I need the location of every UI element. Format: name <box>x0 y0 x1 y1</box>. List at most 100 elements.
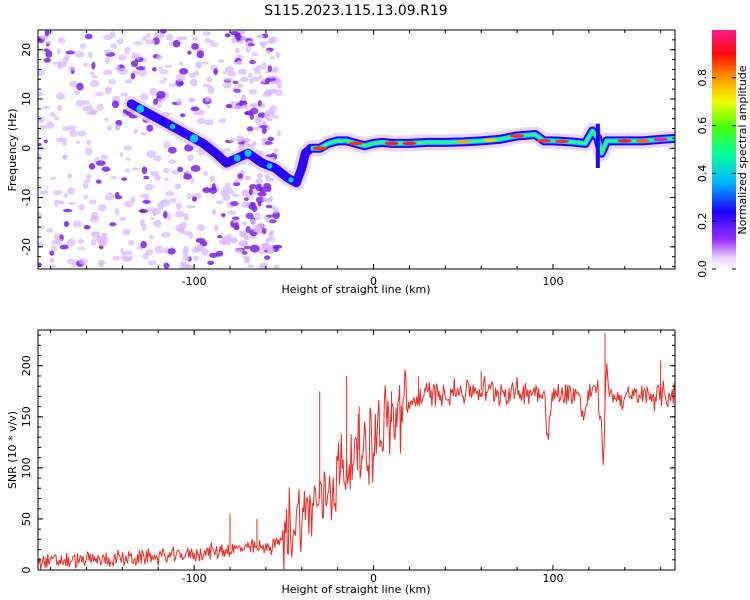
spectrogram-noise-blob <box>267 136 275 142</box>
spectrogram-noise-blob <box>67 173 73 179</box>
spectrogram-noise-blob <box>96 103 104 111</box>
spectrogram-noise-blob <box>114 191 120 199</box>
spectrogram-noise-blob <box>108 78 117 85</box>
ridge-blob <box>169 123 176 130</box>
spectrogram-noise-blob <box>231 216 240 220</box>
ridge-hotspot <box>554 139 569 144</box>
spectrogram-noise-blob <box>163 167 170 174</box>
spectrogram-noise-blob <box>266 40 274 44</box>
spectrogram-noise-blob <box>86 110 97 116</box>
colorbar-gradient <box>712 30 736 269</box>
spectrogram-noise-blob <box>57 104 63 112</box>
spectrogram-noise-blob <box>253 224 261 232</box>
spectrogram-noise-blob <box>188 97 196 103</box>
spectrogram-noise-blob <box>79 43 87 49</box>
spectrogram-noise-blob <box>124 168 131 173</box>
ridge-blob <box>136 104 145 113</box>
spectrogram-noise-blob <box>117 67 128 75</box>
spectrogram-noise-blob <box>161 232 171 238</box>
spectrogram-y-tick-label: -10 <box>20 189 33 207</box>
spectrogram-noise-blob <box>248 187 253 196</box>
ridge-blob <box>223 160 230 166</box>
spectrogram-noise-blob <box>145 32 152 38</box>
spectrogram-noise-blob <box>130 60 139 68</box>
spectrogram-noise-blob <box>251 76 260 82</box>
spectrogram-noise-blob <box>217 59 225 63</box>
spectrogram-noise-blob <box>255 196 265 204</box>
spectrogram-noise-blob <box>261 227 267 235</box>
spectrogram-noise-blob <box>101 166 111 172</box>
spectrogram-noise-blob <box>124 51 130 55</box>
spectrogram-noise-blob <box>234 178 239 183</box>
spectrogram-noise-blob <box>94 91 104 97</box>
spectrogram-noise-blob <box>177 166 184 172</box>
spectrogram-noise-blob <box>127 239 135 246</box>
ridge-hotspot <box>348 141 363 146</box>
spectrogram-noise-blob <box>119 216 127 221</box>
spectrogram-noise-blob <box>149 88 158 96</box>
spectrogram-noise-blob <box>204 119 214 126</box>
ridge-hotspot <box>312 146 327 151</box>
spectrogram-noise-blob <box>91 231 101 239</box>
spectrogram-noise-blob <box>196 50 204 59</box>
spectrogram-noise-blob <box>204 96 211 103</box>
spectrogram-noise-blob <box>117 38 124 45</box>
spectrogram-noise-blob <box>274 89 284 96</box>
spectrogram-noise-blob <box>75 140 81 145</box>
spectrogram-noise-blob <box>77 130 87 137</box>
spectrogram-noise-blob <box>167 248 176 255</box>
spectrogram-noise-blob <box>264 243 269 251</box>
spectrogram-noise-blob <box>67 187 75 195</box>
spectrogram-noise-blob <box>69 81 79 88</box>
spectrogram-noise-blob <box>90 211 99 220</box>
spectrogram-noise-blob <box>241 104 249 110</box>
spectrogram-noise-blob <box>97 259 106 266</box>
spectrogram-noise-blob <box>243 245 251 250</box>
spectrogram-noise-blob <box>65 50 75 55</box>
spectrogram-noise-blob <box>139 209 146 213</box>
spectrogram-noise-blob <box>209 42 219 48</box>
spectrogram-noise-blob <box>175 210 185 218</box>
spectrogram-noise-blob <box>43 48 50 52</box>
spectrogram-noise-blob <box>237 40 245 44</box>
ridge-blob <box>212 150 219 156</box>
spectrogram-noise-blob <box>50 264 56 269</box>
spectrogram-noise-blob <box>60 138 68 142</box>
spectrogram-noise-blob <box>183 173 192 180</box>
spectrogram-noise-blob <box>265 237 271 244</box>
spectrogram-noise-blob <box>272 211 280 220</box>
spectrogram-noise-blob <box>88 199 97 205</box>
spectrogram-noise-blob <box>227 210 237 216</box>
spectrogram-noise-blob <box>90 238 97 246</box>
spectrogram-noise-blob <box>246 264 256 268</box>
spectrogram-noise-blob <box>39 124 47 130</box>
spectrogram-noise-blob <box>175 73 186 82</box>
spectrogram-noise-blob <box>209 175 215 182</box>
spectrogram-noise-blob <box>156 54 163 61</box>
spectrogram-noise-blob <box>213 68 219 75</box>
spectrogram-noise-blob <box>238 68 247 75</box>
spectrogram-noise-blob <box>234 47 240 54</box>
spectrogram-noise-blob <box>247 72 253 78</box>
spectrogram-noise-blob <box>211 183 216 191</box>
spectrogram-noise-blob <box>109 31 116 39</box>
spectrogram-noise-blob <box>166 33 174 41</box>
spectrogram-noise-blob <box>63 220 70 227</box>
spectrogram-x-tick-label: 100 <box>542 275 563 288</box>
spectrogram-noise-blob <box>245 45 252 53</box>
spectrogram-noise-blob <box>76 82 84 91</box>
spectrogram-noise-blob <box>243 235 249 241</box>
spectrogram-noise-blob <box>56 48 61 55</box>
colorbar: 0.0 0.2 0.4 0.6 0.8 Normalized spectral ampl… <box>696 30 749 278</box>
spectrogram-noise-blob <box>176 98 183 106</box>
spectrogram-noise-blob <box>74 51 85 58</box>
spectrogram-noise-blob <box>201 61 209 65</box>
spectrogram-noise-blob <box>261 61 267 70</box>
spectrogram-noise-blob <box>147 207 158 212</box>
spectrogram-noise-blob <box>266 214 274 218</box>
spectrogram-noise-blob <box>180 36 188 41</box>
snr-panel: -100 0 100 0 50 100 150 200 Height of straight … <box>6 329 676 596</box>
spectrogram-noise-blob <box>153 219 162 228</box>
